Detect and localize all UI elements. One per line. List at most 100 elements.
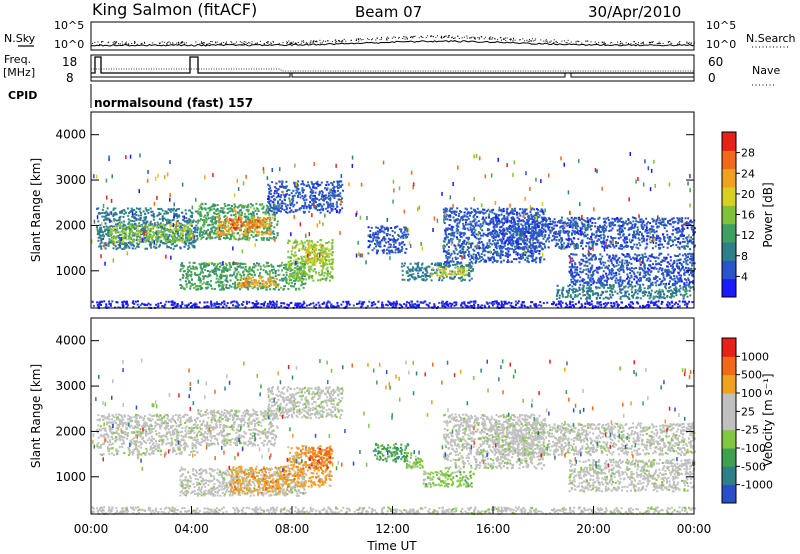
heatmap-cell (230, 218, 233, 221)
heatmap-cell (284, 265, 287, 268)
heatmap-cell (266, 238, 268, 241)
heatmap-cell (443, 272, 446, 275)
heatmap-cell (195, 224, 198, 227)
heatmap-cell (386, 226, 388, 229)
heatmap-cell (244, 235, 247, 238)
nsearch-dot (125, 42, 127, 44)
heatmap-cell (307, 204, 310, 207)
heatmap-cell (245, 218, 248, 221)
heatmap-cell (308, 239, 311, 242)
heatmap-cell (210, 262, 213, 265)
heatmap-cell (262, 227, 265, 230)
heatmap-cell (127, 218, 130, 221)
heatmap-cell (137, 230, 140, 233)
heatmap-cell (457, 243, 460, 246)
heatmap-cell (472, 225, 474, 228)
nsearch-dot (323, 40, 324, 42)
heatmap-cell (303, 211, 306, 214)
heatmap-cell (268, 236, 271, 239)
heatmap-cell (463, 215, 465, 218)
heatmap-cell (283, 209, 286, 212)
heatmap-cell (207, 213, 210, 216)
nsearch-dot (441, 35, 442, 37)
heatmap-cell (446, 236, 449, 239)
nsearch-dot (124, 43, 126, 45)
nsearch-dot (550, 40, 552, 42)
heatmap-cell (228, 229, 231, 232)
heatmap-cell (512, 251, 515, 254)
heatmap-cell (150, 234, 153, 237)
heatmap-cell (156, 221, 159, 224)
heatmap-cell (158, 244, 161, 247)
nsearch-dot (134, 43, 136, 44)
heatmap-cell (216, 207, 219, 210)
heatmap-cell (213, 203, 216, 206)
heatmap-cell (462, 240, 465, 243)
heatmap-cell (305, 249, 308, 251)
nsearch-dot (388, 37, 389, 39)
heatmap-cell (197, 273, 200, 276)
heatmap-cell (613, 218, 616, 221)
heatmap-cell (290, 250, 293, 253)
heatmap-cell (288, 278, 291, 281)
nsearch-dot (602, 41, 604, 43)
heatmap-cell (148, 237, 151, 240)
heatmap-cell (121, 210, 123, 213)
heatmap-cell (179, 278, 182, 281)
heatmap-cell (339, 185, 342, 188)
heatmap-cell (190, 238, 193, 241)
heatmap-cell (438, 266, 441, 269)
heatmap-cell (184, 280, 187, 283)
heatmap-cell (401, 232, 404, 235)
heatmap-cell (200, 231, 203, 233)
heatmap-cell (240, 274, 243, 277)
heatmap-cell (520, 256, 523, 259)
heatmap-cell (152, 214, 155, 217)
heatmap-cell (305, 198, 308, 201)
heatmap-cell (231, 226, 234, 229)
heatmap-cell (305, 184, 308, 187)
heatmap-cell (261, 221, 264, 224)
heatmap-cell (142, 229, 145, 232)
heatmap-cell (335, 211, 338, 214)
heatmap-cell (145, 240, 147, 243)
heatmap-cell (167, 221, 170, 224)
heatmap-cell (144, 236, 147, 239)
nsearch-dot (341, 41, 343, 43)
heatmap-cell (265, 212, 268, 215)
heatmap-cell (263, 231, 266, 234)
heatmap-cell (141, 228, 144, 231)
heatmap-cell (128, 225, 131, 228)
heatmap-cell (449, 214, 452, 217)
heatmap-cell (292, 205, 295, 208)
heatmap-cell (176, 224, 179, 227)
heatmap-cell (319, 243, 322, 246)
heatmap-cell (183, 265, 186, 268)
heatmap-cell (466, 227, 469, 230)
heatmap-cell (290, 192, 293, 195)
nsearch-dot (376, 37, 378, 39)
heatmap-cell (492, 253, 495, 256)
heatmap-cell (212, 269, 215, 272)
heatmap-cell (277, 283, 280, 286)
nsearch-dot (688, 42, 690, 44)
freq-line (91, 56, 694, 74)
heatmap-cell (181, 228, 183, 231)
nsearch-dot (412, 37, 414, 39)
heatmap-cell (301, 189, 304, 192)
heatmap-cell (470, 254, 473, 257)
heatmap-cell (235, 222, 237, 225)
heatmap-cell (239, 273, 242, 276)
heatmap-cell (253, 216, 256, 219)
heatmap-cell (155, 224, 158, 227)
heatmap-cell (122, 215, 125, 218)
heatmap-cell (465, 236, 468, 239)
heatmap-cell (252, 211, 255, 214)
heatmap-cell (425, 267, 428, 270)
nsearch-dot (245, 41, 247, 43)
heatmap-cell (247, 276, 250, 278)
nsearch-dot (690, 42, 692, 44)
heatmap-cell (393, 243, 395, 246)
heatmap-cell (223, 202, 226, 205)
heatmap-cell (320, 257, 323, 260)
